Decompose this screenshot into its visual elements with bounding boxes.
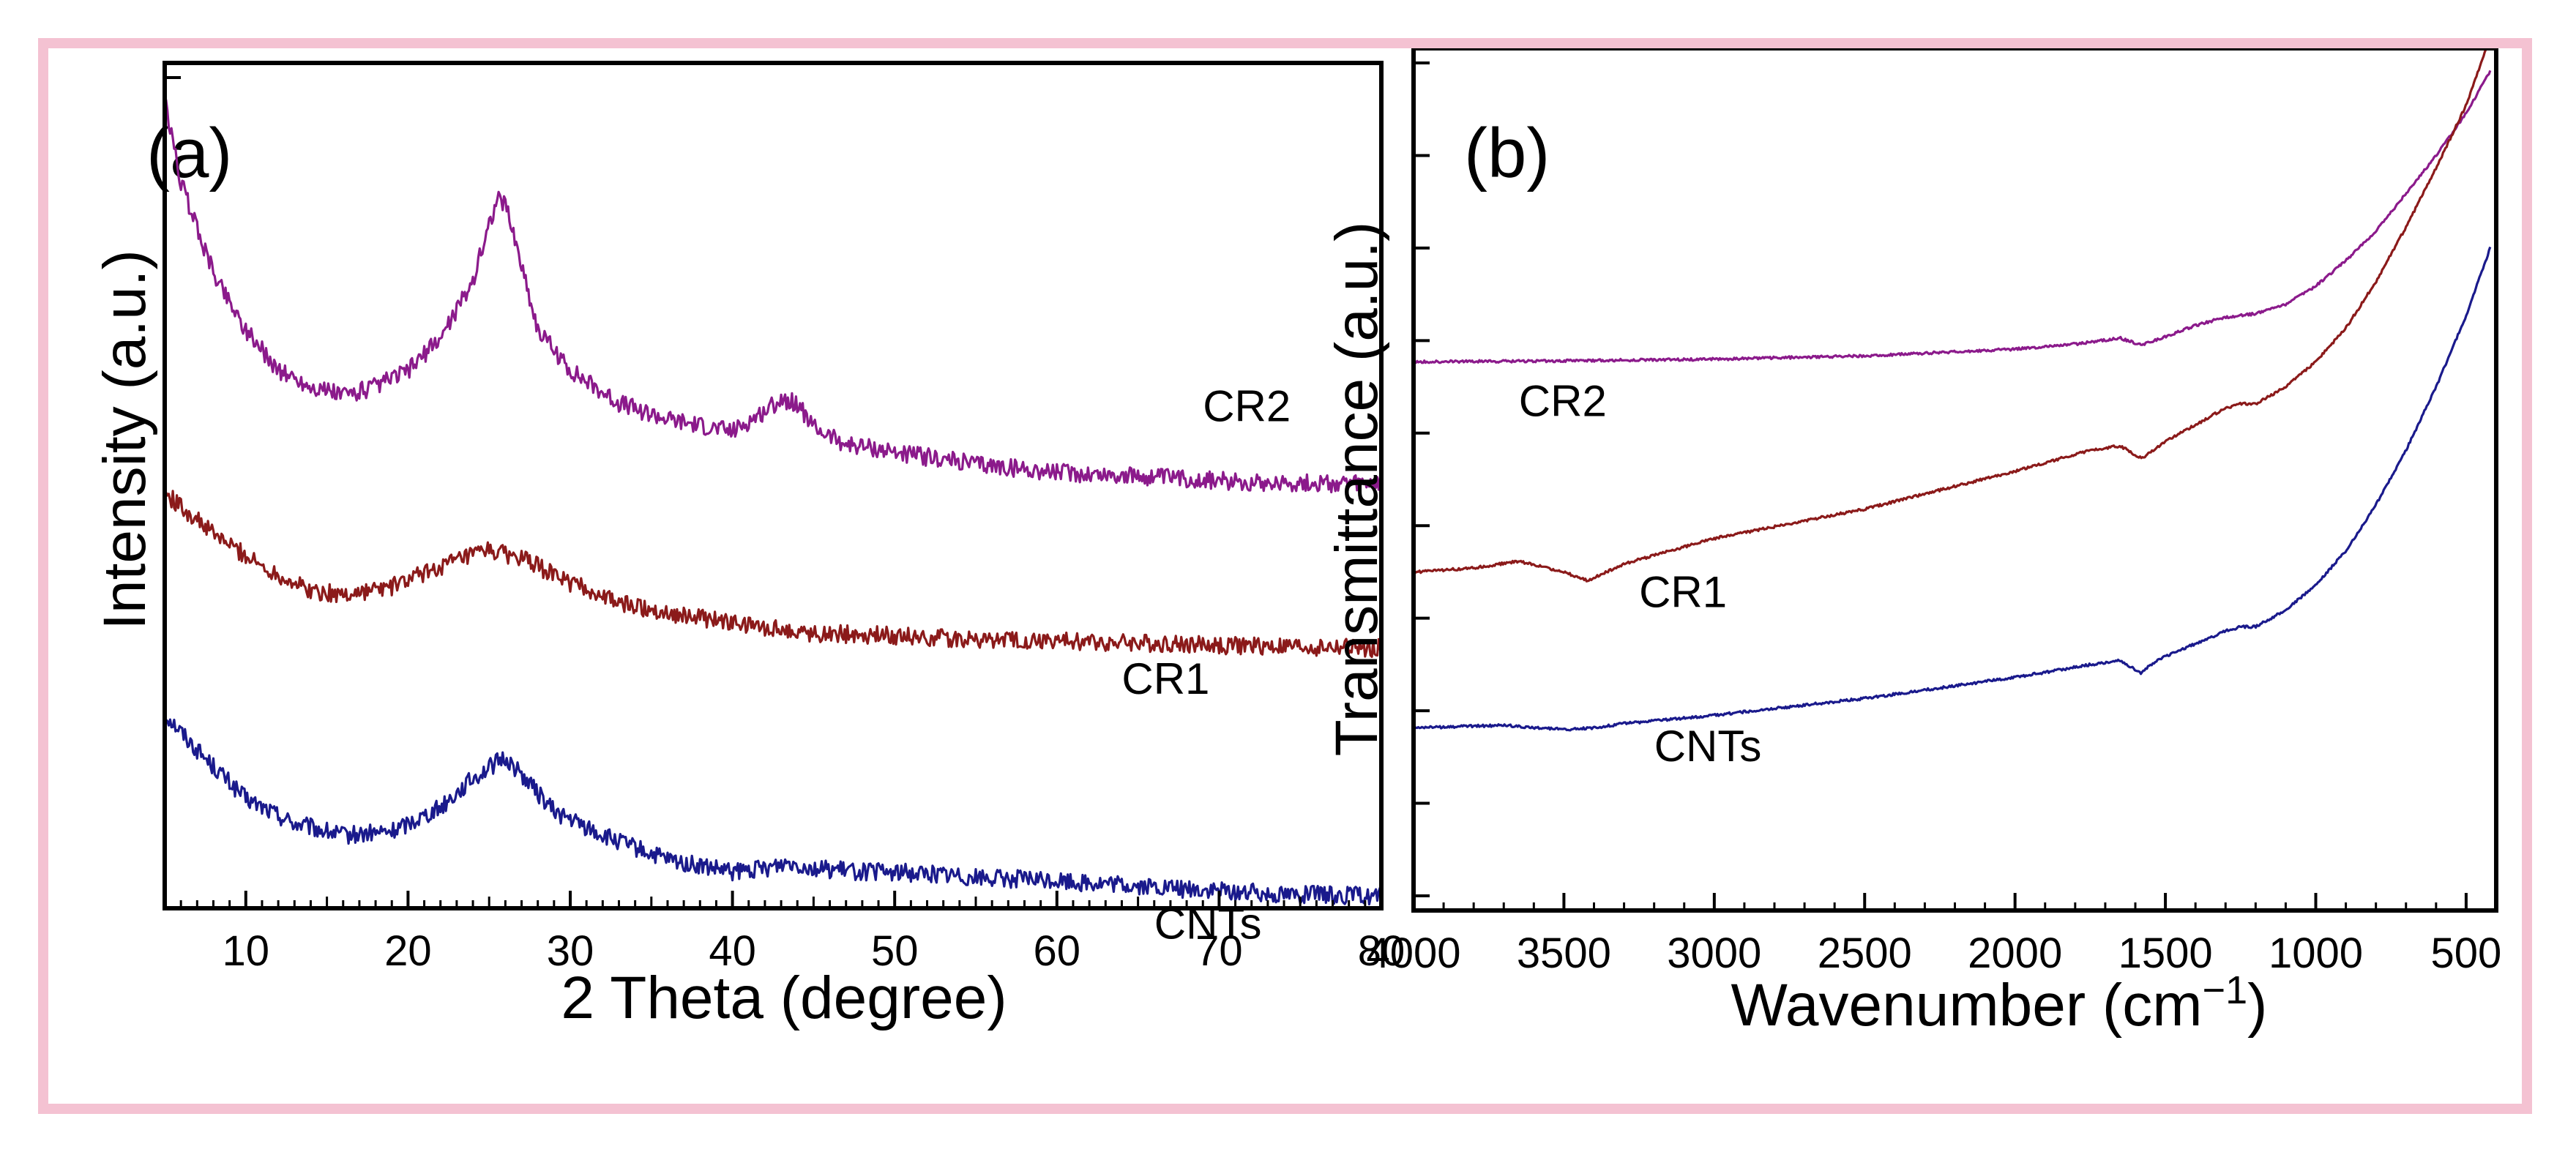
- panel-a-axes-frame: [163, 61, 1384, 910]
- panel-b-series-label-cnts: CNTs: [1654, 722, 1762, 771]
- panel-a-series-cr1: [164, 490, 1383, 658]
- panel-a-series-label-cr2: CR2: [1203, 382, 1291, 431]
- panel-a-label: (a): [146, 114, 232, 192]
- panel-b-axes-frame: [1411, 48, 2498, 913]
- panel-b-series-cr2: [1412, 70, 2492, 364]
- panel-b-ftir-chart: (b) Transmittance (a.u.) Wavenumber (cm−…: [1324, 48, 2501, 1039]
- panel-b-x-tick-label: 2500: [1818, 930, 1912, 977]
- panel-b-x-tick-label: 2000: [1968, 930, 2062, 977]
- figure-frame: (a) Intensity (a.u.) 2 Theta (degree) CN…: [38, 38, 2532, 1114]
- panel-a-x-tick-label: 80: [1358, 927, 1405, 975]
- panel-b-x-tick-label: 3000: [1667, 930, 1761, 977]
- panel-a-series-cnts: [163, 714, 1383, 906]
- panel-b-series-label-cr1: CR1: [1639, 568, 1727, 617]
- panel-a-xrd-chart: (a) Intensity (a.u.) 2 Theta (degree) CN…: [92, 61, 1405, 1031]
- panel-b-x-tick-label: 1000: [2269, 930, 2363, 977]
- panel-b-x-tick-label: 3500: [1517, 930, 1611, 977]
- panel-b-x-tick-label: 1500: [2118, 930, 2213, 977]
- panel-b-series-cnts: [1412, 246, 2492, 732]
- panel-b-label: (b): [1464, 114, 1550, 192]
- panel-b-series-cr1: [1414, 48, 2488, 583]
- panel-a-series-label-cr1: CR1: [1121, 654, 1209, 703]
- panel-a-x-tick-label: 50: [871, 927, 919, 975]
- panel-a-x-tick-label: 20: [384, 927, 432, 975]
- panel-b-x-axis-label: Wavenumber (cm−1): [1731, 968, 2268, 1039]
- panel-a-x-tick-label: 30: [547, 927, 594, 975]
- panel-a-x-tick-label: 10: [223, 927, 270, 975]
- panel-a-x-tick-label: 60: [1034, 927, 1081, 975]
- panel-a-x-tick-label: 70: [1195, 927, 1243, 975]
- panel-a-y-axis-label: Intensity (a.u.): [92, 250, 158, 630]
- panel-a-x-axis-label: 2 Theta (degree): [561, 965, 1007, 1031]
- panel-a-series-cr2: [164, 98, 1383, 494]
- panel-b-y-axis-label: Transmittance (a.u.): [1324, 222, 1390, 757]
- figure-canvas: (a) Intensity (a.u.) 2 Theta (degree) CN…: [92, 48, 2501, 1039]
- panel-b-x-tick-label: 4000: [1366, 930, 1460, 977]
- panel-b-series-label-cr2: CR2: [1519, 376, 1607, 425]
- panel-b-x-tick-label: 500: [2431, 930, 2502, 977]
- panel-a-x-tick-label: 40: [709, 927, 756, 975]
